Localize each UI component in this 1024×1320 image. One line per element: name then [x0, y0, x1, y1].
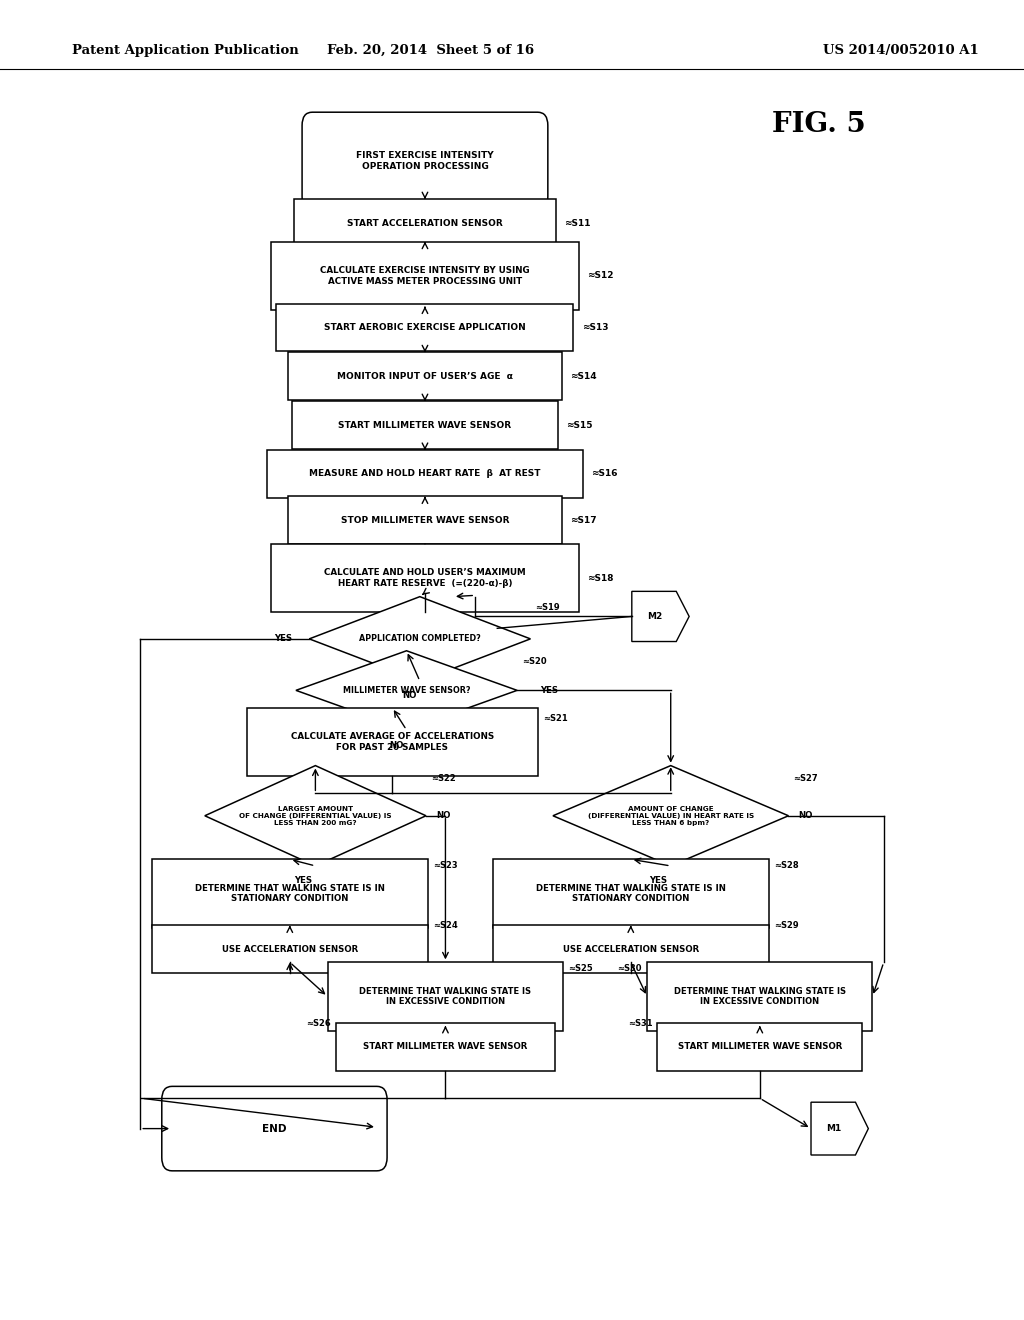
FancyBboxPatch shape	[292, 401, 558, 449]
Text: YES: YES	[540, 686, 558, 694]
Text: M2: M2	[647, 612, 663, 620]
Text: YES: YES	[294, 876, 312, 884]
Text: ≈S20: ≈S20	[522, 657, 547, 665]
Text: ≈S24: ≈S24	[433, 921, 458, 929]
Text: DETERMINE THAT WALKING STATE IS IN
STATIONARY CONDITION: DETERMINE THAT WALKING STATE IS IN STATI…	[536, 884, 726, 903]
Text: ≈S22: ≈S22	[431, 775, 456, 783]
FancyBboxPatch shape	[271, 242, 579, 310]
Text: NO: NO	[389, 742, 403, 750]
Polygon shape	[309, 597, 530, 681]
FancyBboxPatch shape	[152, 859, 428, 928]
Text: ≈S18: ≈S18	[587, 574, 613, 582]
Text: START MILLIMETER WAVE SENSOR: START MILLIMETER WAVE SENSOR	[338, 421, 512, 429]
FancyBboxPatch shape	[152, 925, 428, 973]
Text: YES: YES	[274, 635, 293, 643]
FancyBboxPatch shape	[294, 199, 556, 247]
Text: MEASURE AND HOLD HEART RATE  β  AT REST: MEASURE AND HOLD HEART RATE β AT REST	[309, 470, 541, 478]
FancyBboxPatch shape	[647, 962, 872, 1031]
Text: DETERMINE THAT WALKING STATE IS IN
STATIONARY CONDITION: DETERMINE THAT WALKING STATE IS IN STATI…	[195, 884, 385, 903]
Text: ≈S12: ≈S12	[587, 272, 613, 280]
Text: ≈S29: ≈S29	[774, 921, 799, 929]
Text: M1: M1	[826, 1125, 842, 1133]
Text: ≈S23: ≈S23	[433, 862, 458, 870]
Text: AMOUNT OF CHANGE
(DIFFERENTIAL VALUE) IN HEART RATE IS
LESS THAN 6 bpm?: AMOUNT OF CHANGE (DIFFERENTIAL VALUE) IN…	[588, 805, 754, 826]
Text: DETERMINE THAT WALKING STATE IS
IN EXCESSIVE CONDITION: DETERMINE THAT WALKING STATE IS IN EXCES…	[674, 987, 846, 1006]
Text: ≈S14: ≈S14	[570, 372, 597, 380]
Text: NO: NO	[402, 692, 417, 700]
Text: ≈S16: ≈S16	[591, 470, 617, 478]
Text: ≈S21: ≈S21	[543, 714, 567, 722]
Text: CALCULATE EXERCISE INTENSITY BY USING
ACTIVE MASS METER PROCESSING UNIT: CALCULATE EXERCISE INTENSITY BY USING AC…	[321, 267, 529, 285]
FancyBboxPatch shape	[267, 450, 583, 498]
Text: ≈S28: ≈S28	[774, 862, 799, 870]
Text: ≈S13: ≈S13	[582, 323, 608, 331]
FancyBboxPatch shape	[271, 544, 579, 612]
Text: Patent Application Publication: Patent Application Publication	[72, 44, 298, 57]
Text: START MILLIMETER WAVE SENSOR: START MILLIMETER WAVE SENSOR	[364, 1043, 527, 1051]
Text: US 2014/0052010 A1: US 2014/0052010 A1	[823, 44, 979, 57]
Text: START ACCELERATION SENSOR: START ACCELERATION SENSOR	[347, 219, 503, 227]
Text: LARGEST AMOUNT
OF CHANGE (DIFFERENTIAL VALUE) IS
LESS THAN 200 mG?: LARGEST AMOUNT OF CHANGE (DIFFERENTIAL V…	[239, 805, 392, 826]
Text: CALCULATE AND HOLD USER’S MAXIMUM
HEART RATE RESERVE  (=(220-α)-β): CALCULATE AND HOLD USER’S MAXIMUM HEART …	[325, 569, 525, 587]
Text: START AEROBIC EXERCISE APPLICATION: START AEROBIC EXERCISE APPLICATION	[324, 323, 526, 331]
Text: ≈S15: ≈S15	[566, 421, 593, 429]
FancyBboxPatch shape	[288, 352, 562, 400]
Text: END: END	[262, 1123, 287, 1134]
Text: USE ACCELERATION SENSOR: USE ACCELERATION SENSOR	[221, 945, 358, 953]
Text: ≈S30: ≈S30	[617, 965, 642, 973]
FancyBboxPatch shape	[493, 859, 769, 928]
Text: START MILLIMETER WAVE SENSOR: START MILLIMETER WAVE SENSOR	[678, 1043, 842, 1051]
Text: DETERMINE THAT WALKING STATE IS
IN EXCESSIVE CONDITION: DETERMINE THAT WALKING STATE IS IN EXCES…	[359, 987, 531, 1006]
Text: APPLICATION COMPLETED?: APPLICATION COMPLETED?	[359, 635, 480, 643]
FancyBboxPatch shape	[657, 1023, 862, 1071]
Text: ≈S26: ≈S26	[306, 1019, 331, 1027]
Text: ≈S19: ≈S19	[536, 603, 560, 611]
Polygon shape	[205, 766, 426, 866]
Text: NO: NO	[436, 812, 451, 820]
Text: ≈S27: ≈S27	[794, 775, 818, 783]
Text: ≈S17: ≈S17	[570, 516, 597, 524]
Text: MONITOR INPUT OF USER’S AGE  α: MONITOR INPUT OF USER’S AGE α	[337, 372, 513, 380]
FancyBboxPatch shape	[336, 1023, 555, 1071]
Text: Feb. 20, 2014  Sheet 5 of 16: Feb. 20, 2014 Sheet 5 of 16	[327, 44, 534, 57]
Text: ≈S25: ≈S25	[568, 965, 593, 973]
Polygon shape	[296, 651, 517, 730]
Polygon shape	[811, 1102, 868, 1155]
Text: YES: YES	[649, 876, 668, 884]
Text: FIG. 5: FIG. 5	[772, 111, 866, 137]
Text: ≈S31: ≈S31	[628, 1019, 652, 1027]
Text: MILLIMETER WAVE SENSOR?: MILLIMETER WAVE SENSOR?	[343, 686, 470, 694]
Text: ≈S11: ≈S11	[564, 219, 591, 227]
FancyBboxPatch shape	[162, 1086, 387, 1171]
FancyBboxPatch shape	[328, 962, 563, 1031]
Text: USE ACCELERATION SENSOR: USE ACCELERATION SENSOR	[562, 945, 699, 953]
FancyBboxPatch shape	[247, 708, 538, 776]
Text: CALCULATE AVERAGE OF ACCELERATIONS
FOR PAST 20 SAMPLES: CALCULATE AVERAGE OF ACCELERATIONS FOR P…	[291, 733, 494, 751]
Text: FIRST EXERCISE INTENSITY
OPERATION PROCESSING: FIRST EXERCISE INTENSITY OPERATION PROCE…	[356, 152, 494, 170]
Text: STOP MILLIMETER WAVE SENSOR: STOP MILLIMETER WAVE SENSOR	[341, 516, 509, 524]
FancyBboxPatch shape	[288, 496, 562, 544]
FancyBboxPatch shape	[276, 304, 573, 351]
Polygon shape	[553, 766, 788, 866]
FancyBboxPatch shape	[302, 112, 548, 210]
FancyBboxPatch shape	[493, 925, 769, 973]
Text: NO: NO	[799, 812, 813, 820]
Polygon shape	[632, 591, 689, 642]
